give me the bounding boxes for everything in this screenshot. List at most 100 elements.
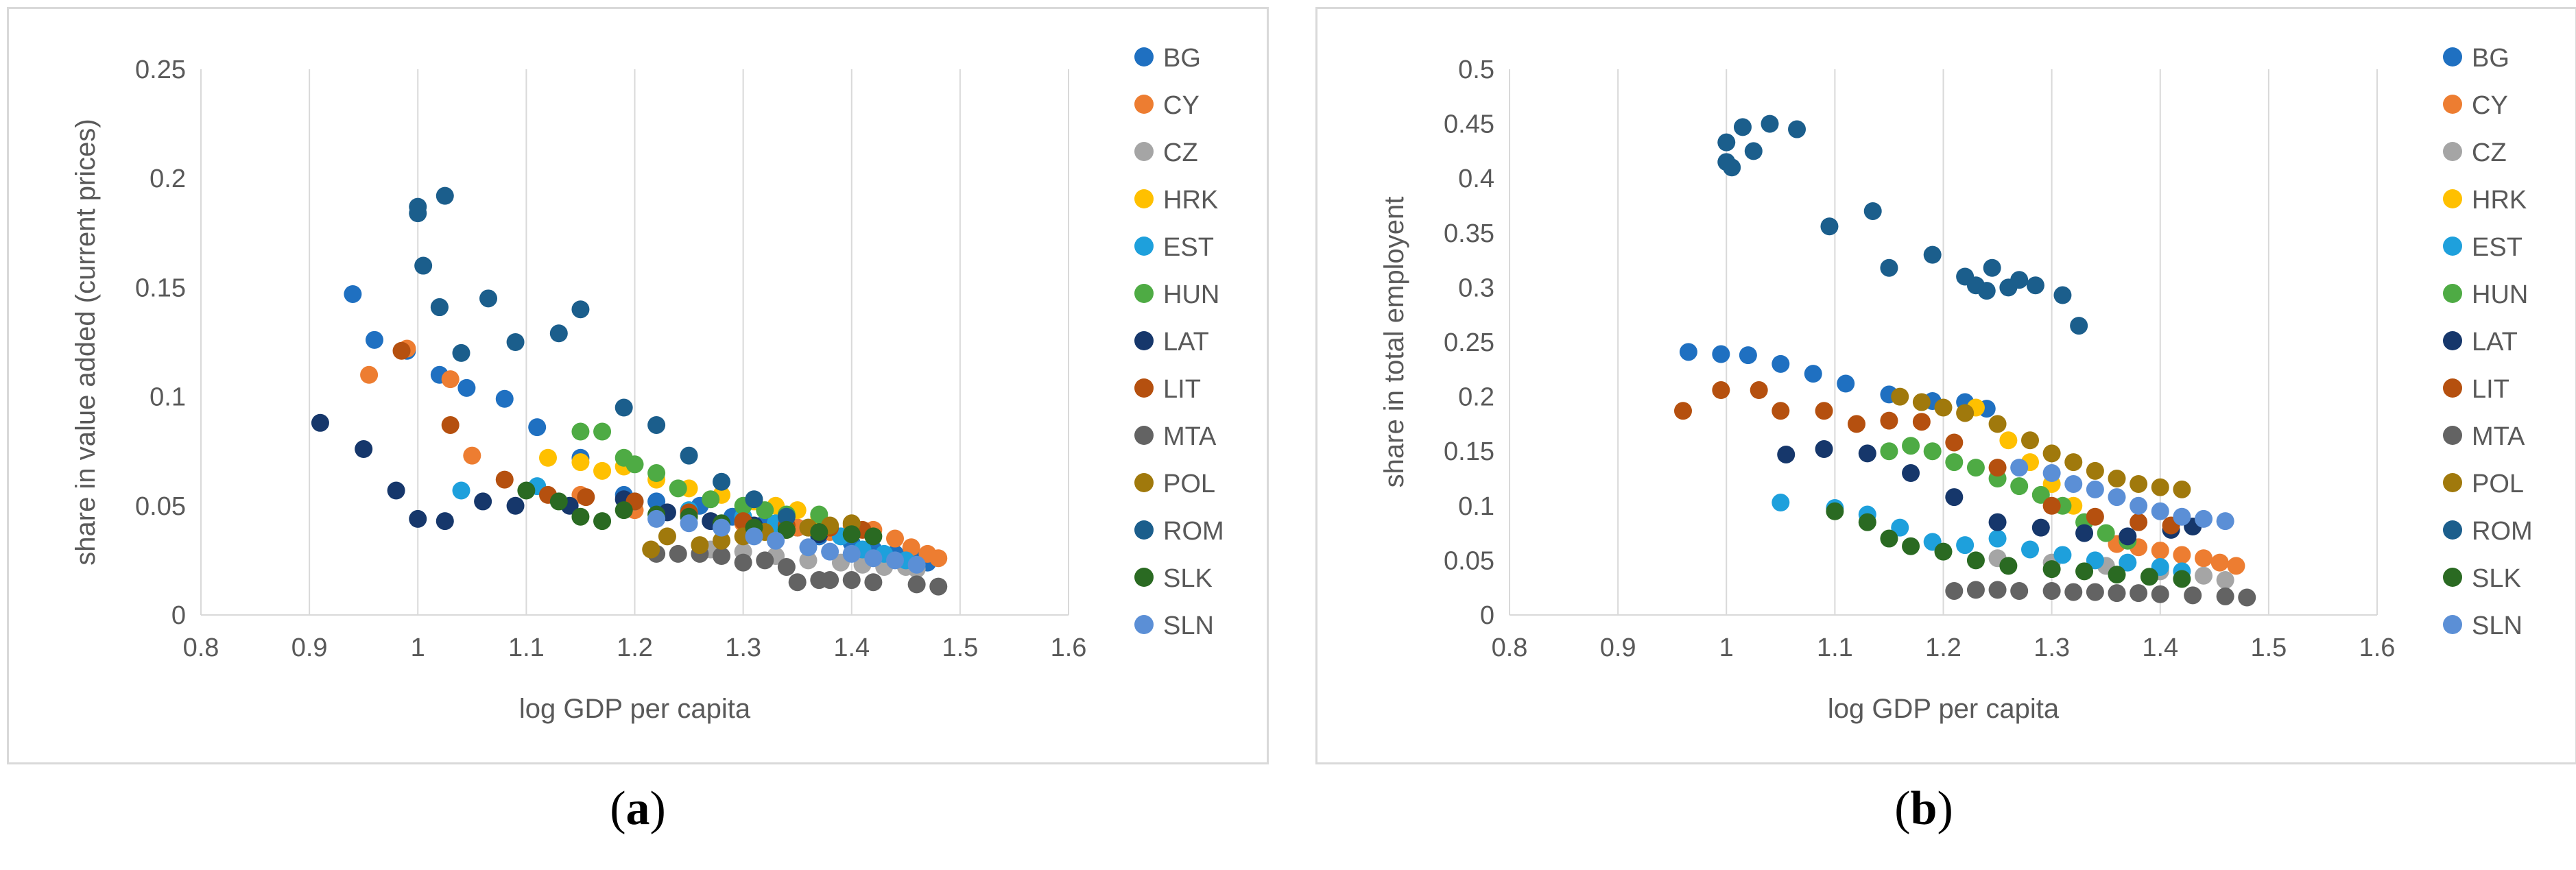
data-point-rom — [2026, 276, 2044, 295]
data-point-rom — [1723, 158, 1741, 177]
legend-marker-mta — [2443, 426, 2462, 445]
legend-label-mta: MTA — [2472, 422, 2525, 451]
y-tick-label: 0.25 — [135, 56, 186, 84]
data-point-sln — [2130, 496, 2148, 515]
legend-marker-rom — [2443, 520, 2462, 540]
data-point-sln — [713, 518, 730, 537]
data-point-rom — [436, 186, 454, 205]
data-point-rom — [479, 289, 498, 308]
data-point-lat — [2119, 527, 2137, 546]
legend-marker-lat — [1134, 331, 1154, 350]
data-point-rom — [452, 343, 470, 362]
data-point-est — [2021, 540, 2039, 559]
legend-label-cz: CZ — [1163, 138, 1198, 167]
data-point-lit — [1750, 381, 1768, 400]
data-point-sln — [886, 551, 904, 570]
caption-a: (a) — [610, 782, 666, 835]
data-point-rom — [647, 415, 666, 434]
data-point-sln — [647, 509, 666, 528]
data-point-rom — [1733, 118, 1752, 136]
data-point-slk — [1858, 513, 1876, 531]
data-point-lit — [1880, 411, 1898, 430]
data-point-est — [1956, 536, 1975, 555]
data-point-sln — [821, 542, 839, 561]
data-point-sln — [864, 549, 883, 568]
data-point-rom — [1761, 114, 1779, 133]
legend-label-hun: HUN — [2472, 280, 2528, 309]
data-point-rom — [1717, 133, 1736, 152]
legend-label-pol: POL — [1163, 470, 1215, 498]
legend-marker-bg — [2443, 47, 2462, 67]
data-point-lat — [1988, 513, 2007, 531]
legend-label-sln: SLN — [2472, 612, 2523, 640]
legend-label-rom: ROM — [2472, 517, 2533, 546]
data-point-hun — [810, 505, 828, 524]
data-point-lit — [1772, 402, 1790, 420]
legend-marker-hrk — [2443, 189, 2462, 208]
data-point-rom — [506, 333, 525, 351]
data-point-bg — [1804, 365, 1822, 383]
data-point-lat — [387, 481, 405, 500]
data-point-hun — [625, 455, 644, 474]
y-tick-label: 0.25 — [1444, 328, 1494, 357]
data-point-lat — [1858, 444, 1876, 463]
legend-label-bg: BG — [1163, 44, 1201, 73]
data-point-bg — [1739, 346, 1757, 365]
data-point-rom — [430, 298, 449, 317]
legend-label-hrk: HRK — [1163, 186, 1218, 215]
legend-label-bg: BG — [2472, 44, 2509, 73]
legend-marker-rom — [1134, 520, 1154, 540]
data-point-cy — [929, 549, 948, 568]
data-point-mta — [2108, 584, 2126, 603]
legend-marker-hun — [2443, 284, 2462, 303]
x-tick-label: 1.3 — [2034, 633, 2070, 662]
data-point-hun — [1945, 453, 1964, 472]
data-point-lit — [2042, 496, 2061, 515]
x-tick-label: 0.9 — [1600, 633, 1636, 662]
data-point-rom — [409, 204, 427, 223]
data-point-pol — [2108, 470, 2126, 487]
scatter-chart-a: 0.8 0.9 1 1.1 1.2 1.3 1.4 1.5 1.6 0 0.05 0.1 0.15 0.2… — [71, 44, 1224, 724]
legend-marker-mta — [1134, 426, 1154, 445]
data-point-cz — [799, 551, 818, 570]
y-tick-label: 0.1 — [150, 383, 186, 412]
data-point-pol — [713, 531, 730, 550]
legend-label-cy: CY — [2472, 91, 2508, 120]
data-point-pol — [1988, 415, 2007, 433]
data-point-rom — [2070, 317, 2088, 335]
data-point-slk — [864, 527, 883, 546]
data-point-slk — [2173, 570, 2191, 588]
data-point-rom — [777, 507, 796, 526]
data-point-sln — [2173, 507, 2191, 526]
data-point-lat — [409, 509, 427, 528]
data-point-pol — [1891, 387, 1909, 406]
data-point-cy — [2173, 546, 2191, 564]
data-point-cy — [441, 370, 460, 389]
data-point-bg — [457, 378, 476, 397]
data-point-lat — [506, 496, 525, 515]
y-tick-label: 0.15 — [1444, 437, 1494, 466]
data-point-pol — [1934, 398, 1953, 417]
data-point-hun — [1923, 442, 1942, 461]
data-point-bg — [1772, 354, 1790, 373]
data-point-hrk — [1999, 431, 2018, 450]
x-tick-label: 1.2 — [617, 633, 653, 662]
data-point-lit — [2086, 507, 2104, 526]
y-axis-label: share in value added (current prices) — [71, 119, 101, 565]
data-point-rom — [1820, 217, 1839, 236]
data-point-slk — [842, 525, 861, 544]
data-point-cy — [360, 365, 379, 384]
data-point-pol — [691, 536, 709, 555]
x-tick-label: 1.1 — [508, 633, 545, 662]
data-point-cy — [886, 529, 904, 548]
data-point-bg — [1679, 343, 1697, 361]
x-tick-label: 1.2 — [1925, 633, 1961, 662]
data-point-mta — [2064, 583, 2083, 601]
data-point-cy — [2210, 553, 2229, 572]
legend-label-est: EST — [2472, 233, 2523, 262]
data-point-lit — [392, 341, 411, 360]
data-point-lit — [1988, 459, 2007, 477]
data-point-sln — [2216, 512, 2234, 531]
data-point-hun — [1966, 459, 1985, 477]
data-point-lat — [311, 413, 329, 432]
